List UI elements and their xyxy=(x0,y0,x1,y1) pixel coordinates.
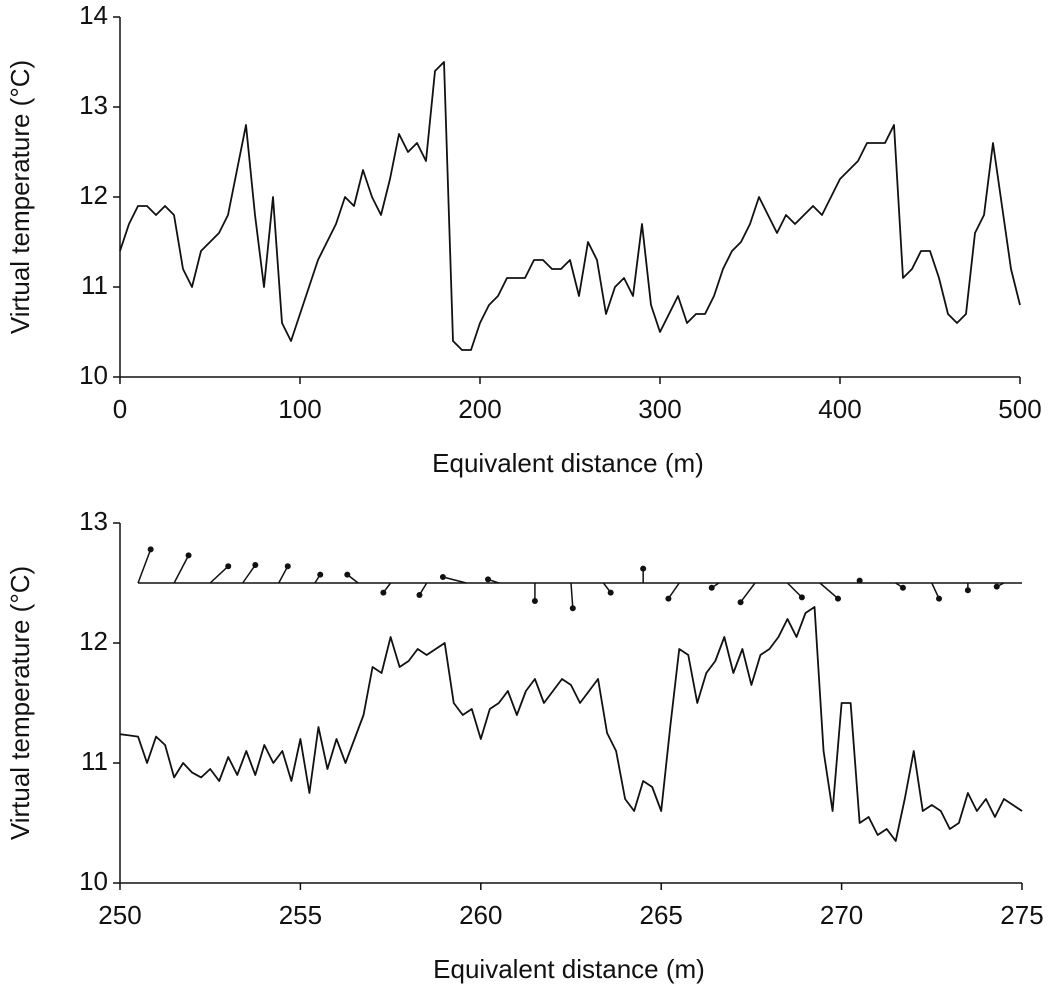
y-axis-label: Virtual temperature (°C) xyxy=(5,566,35,840)
vector-dot xyxy=(531,598,538,604)
vector-dot xyxy=(798,594,805,601)
vector-dot xyxy=(899,584,906,591)
vector-dot xyxy=(344,571,351,578)
vector-dot xyxy=(708,584,715,591)
x-tick-label: 255 xyxy=(279,900,322,930)
vector-stick xyxy=(819,582,839,600)
y-tick-label: 11 xyxy=(81,746,108,776)
vector-dot xyxy=(147,546,154,553)
vector-dot xyxy=(737,599,744,606)
vector-stick xyxy=(667,582,680,600)
vector-stick xyxy=(173,555,190,584)
vector-stick xyxy=(242,564,256,584)
x-tick-label: 270 xyxy=(820,900,863,930)
vector-dot xyxy=(252,562,259,568)
vector-dot xyxy=(993,583,1000,590)
y-tick-label: 10 xyxy=(79,360,108,390)
vector-stick xyxy=(137,549,152,584)
data-line xyxy=(119,606,1023,842)
x-tick-label: 100 xyxy=(278,394,321,424)
vector-dot xyxy=(185,552,192,559)
x-axis-label: Equivalent distance (m) xyxy=(432,448,704,478)
x-tick-label: 265 xyxy=(640,900,683,930)
vector-dot xyxy=(485,576,492,583)
x-tick-label: 275 xyxy=(1000,900,1043,930)
vector-stick xyxy=(442,576,467,584)
y-tick-label: 12 xyxy=(79,626,108,656)
vector-dot xyxy=(964,587,971,594)
vector-dot xyxy=(225,563,232,570)
vector-dot xyxy=(607,589,614,596)
x-tick-label: 0 xyxy=(113,394,127,424)
x-tick-label: 400 xyxy=(818,394,861,424)
vector-stick xyxy=(786,582,803,598)
vector-stick xyxy=(570,582,574,609)
x-tick-label: 250 xyxy=(98,900,141,930)
data-line xyxy=(119,61,1021,351)
y-tick-label: 13 xyxy=(79,90,108,120)
y-tick-label: 10 xyxy=(79,866,108,896)
x-tick-label: 200 xyxy=(458,394,501,424)
y-tick-label: 12 xyxy=(79,180,108,210)
x-axis-label: Equivalent distance (m) xyxy=(433,954,705,984)
vector-stick xyxy=(739,582,756,603)
y-tick-label: 14 xyxy=(79,0,108,30)
vector-dot xyxy=(856,577,863,584)
vector-stick xyxy=(209,565,229,584)
vector-dot xyxy=(665,595,672,602)
x-tick-label: 500 xyxy=(998,394,1041,424)
vector-dot xyxy=(936,595,943,602)
x-tick-label: 260 xyxy=(459,900,502,930)
vector-dot xyxy=(317,571,324,578)
vector-dot xyxy=(640,565,647,572)
x-tick-label: 300 xyxy=(638,394,681,424)
vector-dot xyxy=(416,592,423,598)
vector-dot xyxy=(439,574,446,580)
y-tick-label: 11 xyxy=(81,270,108,300)
vector-dot xyxy=(834,595,841,602)
vector-dot xyxy=(380,589,387,596)
vector-stick xyxy=(278,565,289,584)
y-axis-label: Virtual temperature (°C) xyxy=(5,60,35,334)
vector-dot xyxy=(569,605,576,612)
vector-dot xyxy=(284,563,291,570)
y-tick-label: 13 xyxy=(79,506,108,536)
